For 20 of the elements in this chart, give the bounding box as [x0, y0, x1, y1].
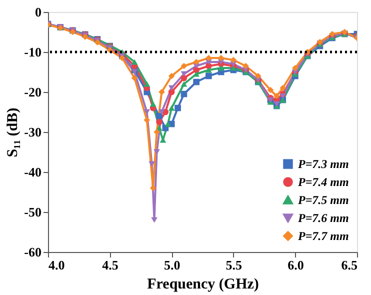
y-tick-label: 0	[35, 4, 42, 20]
legend-label: P=7.4 mm	[298, 175, 349, 189]
x-tick-label: 4.5	[102, 258, 119, 272]
legend-label: P=7.3 mm	[298, 157, 349, 171]
x-tick-label: 5.5	[226, 258, 243, 272]
x-tick-label: 5.0	[164, 258, 180, 272]
x-axis-title: Frequency (GHz)	[147, 276, 259, 292]
y-axis-title: S₁₁ (dB)	[5, 108, 22, 158]
y-tick-label: -30	[24, 124, 42, 140]
y-tick-label: -20	[24, 84, 42, 100]
y-tick-label: -60	[24, 244, 42, 260]
x-tick-label: 6.5	[341, 258, 358, 272]
y-tick-label: -10	[24, 44, 42, 60]
y-tick-label: -40	[24, 164, 42, 180]
legend-label: P=7.5 mm	[298, 193, 349, 207]
legend-label: P=7.6 mm	[298, 211, 349, 225]
legend-label: P=7.7 mm	[298, 229, 349, 243]
x-tick-label: 4.0	[48, 258, 65, 272]
y-tick-label: -50	[24, 204, 42, 220]
x-tick-label: 6.0	[288, 258, 304, 272]
